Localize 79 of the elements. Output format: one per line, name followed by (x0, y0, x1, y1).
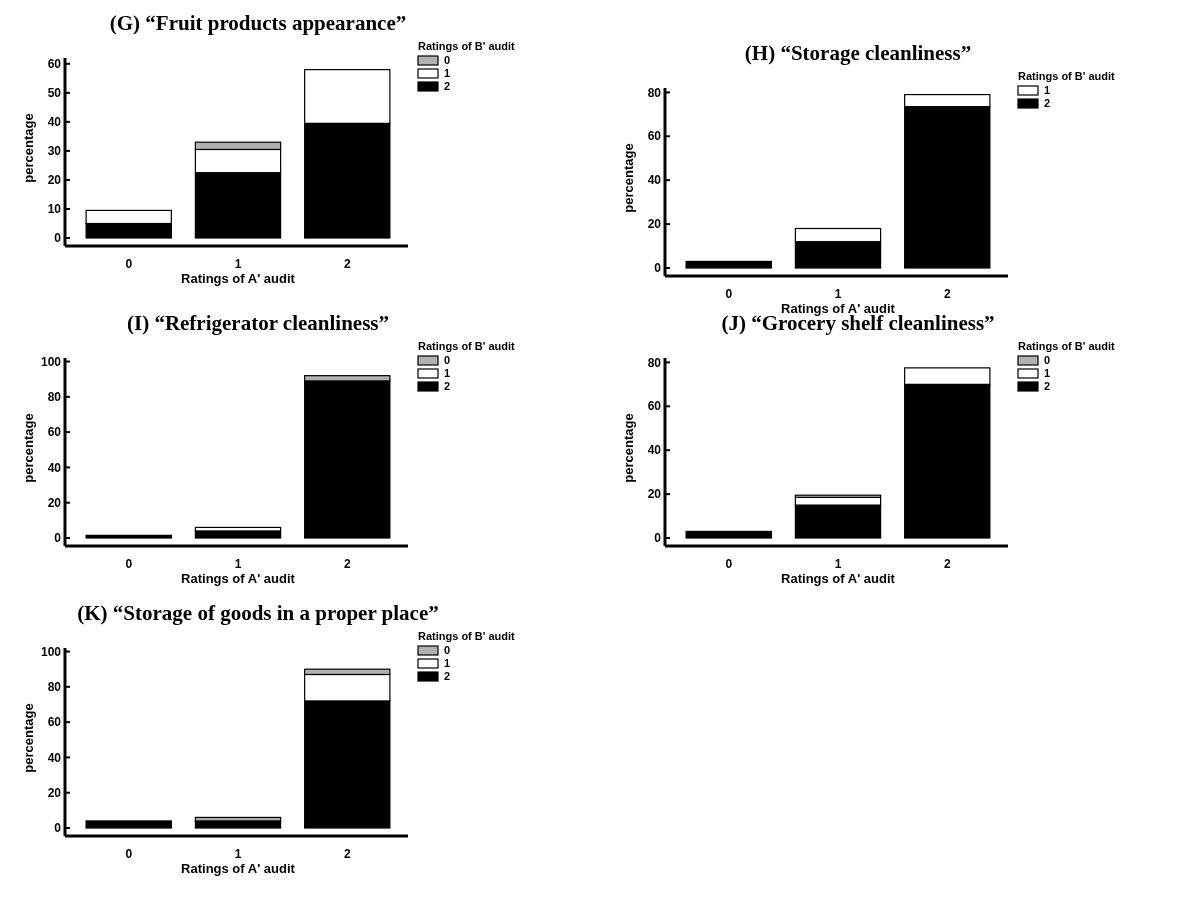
legend-title: Ratings of B' audit (418, 630, 516, 642)
x-tick-label: 0 (125, 257, 133, 271)
y-tick-label: 20 (47, 785, 62, 800)
chart-title: (K) “Storage of goods in a proper place” (77, 601, 439, 625)
legend-label: 1 (444, 67, 451, 79)
x-axis-title: Ratings of A' audit (781, 571, 896, 586)
legend-title: Ratings of B' audit (418, 40, 516, 52)
x-axis-title: Ratings of A' audit (181, 861, 296, 876)
y-tick-label: 20 (647, 487, 662, 502)
legend-label: 2 (444, 80, 451, 92)
x-tick-label: 1 (234, 847, 242, 861)
bar (685, 260, 772, 269)
y-tick-label: 0 (54, 531, 62, 546)
y-tick-label: 20 (47, 495, 62, 510)
y-tick-label: 40 (647, 173, 662, 188)
x-tick-label: 1 (234, 257, 242, 271)
y-tick-label: 80 (647, 355, 662, 370)
x-tick-label: 2 (343, 257, 351, 271)
legend-label: 0 (444, 54, 451, 66)
y-tick-label: 40 (47, 115, 62, 130)
y-tick-label: 20 (647, 217, 662, 232)
y-tick-label: 50 (47, 86, 62, 101)
y-tick-label: 20 (47, 173, 62, 188)
x-tick-label: 0 (125, 847, 133, 861)
x-tick-label: 1 (834, 287, 842, 301)
y-tick-label: 100 (40, 354, 62, 369)
y-axis-title: percentage (21, 413, 36, 483)
y-tick-label: 0 (54, 821, 62, 836)
y-tick-label: 80 (47, 390, 62, 405)
y-axis-title: percentage (621, 143, 636, 213)
y-axis-title: percentage (21, 703, 36, 773)
x-tick-label: 1 (834, 557, 842, 571)
x-axis-title: Ratings of A' audit (181, 571, 296, 586)
x-tick-label: 2 (943, 287, 951, 301)
y-axis-title: percentage (21, 113, 36, 183)
y-tick-label: 0 (654, 531, 662, 546)
legend-label: 0 (1044, 354, 1051, 366)
y-tick-label: 40 (647, 443, 662, 458)
bar (85, 534, 172, 539)
chart-title: (G) “Fruit products appearance” (109, 11, 407, 35)
legend-label: 1 (1044, 367, 1051, 379)
legend-title: Ratings of B' audit (1018, 70, 1116, 82)
y-axis-title: percentage (621, 413, 636, 483)
legend-label: 2 (444, 670, 451, 682)
y-tick-label: 60 (647, 129, 662, 144)
legend-title: Ratings of B' audit (418, 340, 516, 352)
x-tick-label: 2 (343, 557, 351, 571)
y-tick-label: 60 (47, 57, 62, 72)
legend-title: Ratings of B' audit (1018, 340, 1116, 352)
x-axis-title: Ratings of A' audit (181, 271, 296, 286)
y-tick-label: 80 (47, 680, 62, 695)
y-tick-label: 60 (47, 715, 62, 730)
legend-label: 1 (1044, 84, 1051, 96)
bar (685, 530, 772, 539)
y-tick-label: 60 (647, 399, 662, 414)
y-tick-label: 80 (647, 85, 662, 100)
y-tick-label: 60 (47, 425, 62, 440)
y-tick-label: 40 (47, 460, 62, 475)
legend-label: 0 (444, 354, 451, 366)
x-tick-label: 2 (343, 847, 351, 861)
y-tick-label: 30 (47, 144, 62, 159)
legend-label: 2 (1044, 97, 1051, 109)
legend-label: 2 (1044, 380, 1051, 392)
y-tick-label: 10 (47, 202, 62, 217)
y-tick-label: 40 (47, 750, 62, 765)
x-tick-label: 0 (125, 557, 133, 571)
bar (85, 820, 172, 829)
x-tick-label: 0 (725, 557, 733, 571)
y-tick-label: 100 (40, 644, 62, 659)
legend-label: 1 (444, 367, 451, 379)
chart-title: (H) “Storage cleanliness” (744, 41, 972, 65)
legend-label: 0 (444, 644, 451, 656)
x-tick-label: 1 (234, 557, 242, 571)
legend-label: 1 (444, 657, 451, 669)
x-tick-label: 0 (725, 287, 733, 301)
y-tick-label: 0 (54, 231, 62, 246)
legend-label: 2 (444, 380, 451, 392)
x-tick-label: 2 (943, 557, 951, 571)
chart-title: (I) “Refrigerator cleanliness” (126, 311, 390, 335)
